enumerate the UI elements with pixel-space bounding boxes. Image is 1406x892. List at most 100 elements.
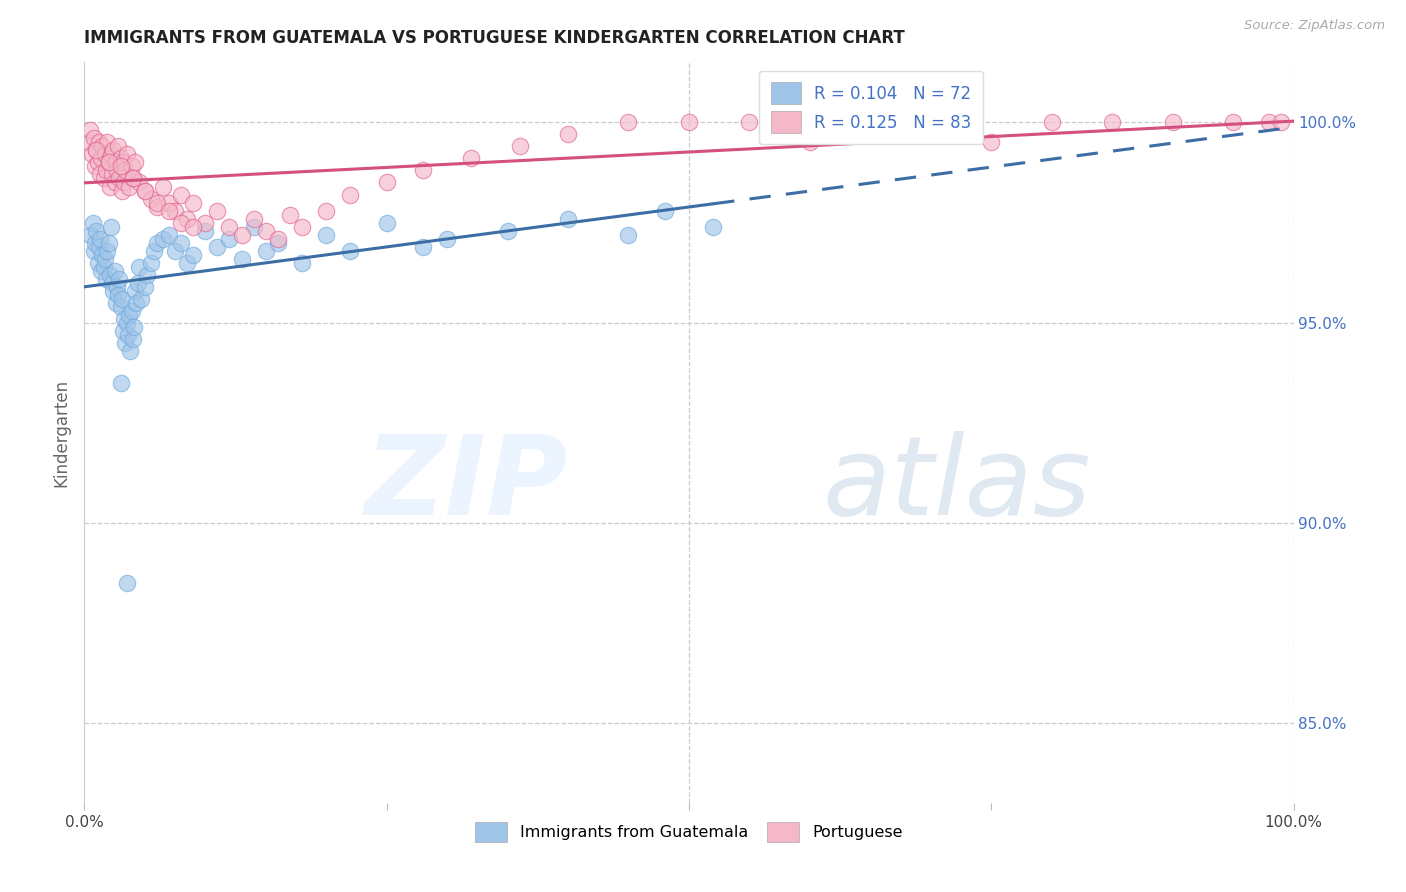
Point: [114, 163, 136, 178]
Point: [79, 123, 101, 137]
Point: [104, 155, 127, 169]
Point: [84, 235, 107, 250]
Point: [165, 203, 187, 218]
Point: [315, 203, 337, 218]
Point: [218, 219, 240, 234]
Point: [124, 284, 146, 298]
Point: [134, 184, 156, 198]
Point: [121, 160, 143, 174]
Point: [112, 155, 135, 169]
Point: [115, 575, 138, 590]
Point: [375, 176, 398, 190]
Point: [181, 195, 204, 210]
Point: [146, 195, 169, 210]
Point: [114, 335, 136, 350]
Point: [86, 223, 108, 237]
Point: [94, 163, 117, 178]
Point: [118, 179, 141, 194]
Point: [94, 147, 117, 161]
Point: [339, 187, 361, 202]
Point: [108, 171, 131, 186]
Point: [157, 195, 180, 210]
Point: [89, 231, 111, 245]
Point: [157, 203, 180, 218]
Point: [242, 219, 264, 234]
Point: [617, 227, 640, 242]
Point: [112, 324, 135, 338]
Point: [104, 176, 127, 190]
Point: [94, 271, 117, 285]
Point: [557, 211, 579, 226]
Point: [129, 292, 152, 306]
Point: [86, 155, 108, 169]
Text: atlas: atlas: [823, 431, 1091, 538]
Point: [181, 247, 204, 261]
Point: [1222, 115, 1244, 129]
Point: [1040, 115, 1063, 129]
Point: [84, 160, 107, 174]
Y-axis label: Kindergarten: Kindergarten: [52, 378, 70, 487]
Point: [115, 147, 138, 161]
Point: [134, 184, 156, 198]
Point: [920, 123, 942, 137]
Point: [93, 260, 115, 274]
Point: [107, 287, 129, 301]
Point: [125, 295, 148, 310]
Point: [121, 171, 143, 186]
Text: Source: ZipAtlas.com: Source: ZipAtlas.com: [1244, 19, 1385, 31]
Point: [124, 155, 146, 169]
Point: [859, 115, 882, 129]
Point: [799, 136, 821, 150]
Point: [436, 231, 458, 245]
Point: [291, 255, 314, 269]
Point: [104, 295, 127, 310]
Point: [96, 136, 118, 150]
Point: [107, 139, 129, 153]
Point: [79, 227, 101, 242]
Point: [122, 319, 145, 334]
Point: [98, 179, 121, 194]
Point: [170, 235, 193, 250]
Point: [278, 207, 301, 221]
Point: [128, 260, 150, 274]
Point: [103, 284, 125, 298]
Point: [80, 147, 103, 161]
Point: [110, 300, 132, 314]
Point: [96, 244, 118, 258]
Point: [176, 211, 198, 226]
Point: [702, 219, 724, 234]
Point: [267, 231, 290, 245]
Point: [97, 155, 120, 169]
Point: [98, 268, 121, 282]
Point: [108, 271, 131, 285]
Point: [112, 311, 135, 326]
Point: [617, 115, 640, 129]
Point: [1270, 115, 1292, 129]
Point: [267, 235, 290, 250]
Point: [157, 227, 180, 242]
Point: [110, 160, 132, 174]
Point: [678, 115, 700, 129]
Point: [134, 279, 156, 293]
Point: [121, 171, 143, 186]
Point: [112, 176, 135, 190]
Point: [152, 179, 174, 194]
Point: [654, 203, 676, 218]
Point: [105, 163, 128, 178]
Point: [181, 219, 204, 234]
Point: [90, 263, 112, 277]
Point: [89, 168, 111, 182]
Text: IMMIGRANTS FROM GUATEMALA VS PORTUGUESE KINDERGARTEN CORRELATION CHART: IMMIGRANTS FROM GUATEMALA VS PORTUGUESE …: [84, 29, 905, 47]
Point: [118, 308, 141, 322]
Point: [105, 279, 128, 293]
Point: [93, 171, 115, 186]
Point: [101, 168, 124, 182]
Point: [1258, 115, 1281, 129]
Point: [339, 244, 361, 258]
Point: [496, 223, 519, 237]
Point: [207, 239, 229, 253]
Point: [254, 223, 277, 237]
Point: [91, 247, 114, 261]
Point: [146, 200, 169, 214]
Point: [97, 235, 120, 250]
